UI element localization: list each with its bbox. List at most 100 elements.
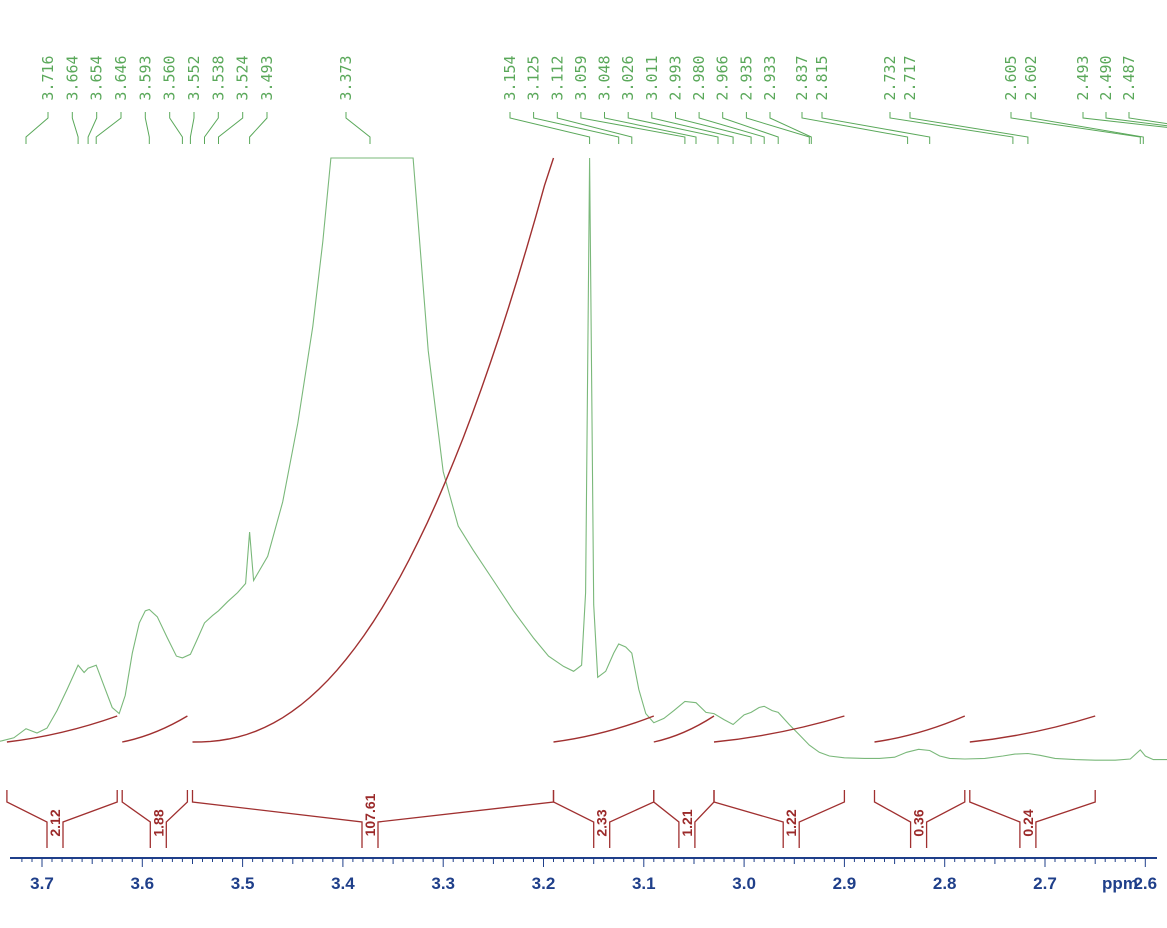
x-tick-label: 3.5: [231, 874, 255, 893]
integral-value: 1.22: [783, 809, 799, 836]
peak-connector: [889, 112, 1014, 144]
peak-connector: [556, 112, 633, 144]
integral-curve: [713, 715, 845, 743]
peak-connector: [509, 112, 591, 144]
peak-connector: [1082, 112, 1167, 128]
x-tick-label: 3.7: [30, 874, 54, 893]
peak-connector: [821, 112, 931, 144]
peak-connector: [675, 112, 752, 144]
integral-value: 1.21: [679, 809, 695, 836]
peak-connector: [1030, 112, 1144, 144]
peak-label: 2.980: [690, 55, 708, 100]
peak-connector: [769, 112, 812, 144]
peak-label: 2.605: [1002, 55, 1020, 100]
peak-connector: [698, 112, 765, 144]
integral-value: 0.36: [911, 809, 927, 836]
peak-connector: [71, 112, 79, 144]
peak-label: 2.935: [737, 55, 755, 100]
peak-connector: [722, 112, 779, 144]
peak-label: 2.717: [901, 55, 919, 100]
peak-label: 2.732: [881, 55, 899, 100]
peak-connector: [604, 112, 697, 144]
tick-labels: 3.7 3.6 3.5 3.4 3.3 3.2 3.1 3.0 2.9 2.8 2.7 2.6: [30, 874, 1157, 893]
peak-connector: [87, 112, 98, 144]
peak-label: 3.125: [525, 55, 543, 100]
integral-value: 0.24: [1020, 809, 1036, 836]
peak-connector: [909, 112, 1029, 144]
minor-ticks: [21, 858, 1146, 867]
peak-connector: [801, 112, 909, 144]
peak-label: 3.154: [501, 55, 519, 100]
integral-curve: [874, 715, 966, 743]
peak-label: 2.933: [761, 55, 779, 100]
peak-label: 3.493: [258, 55, 276, 100]
x-tick-label: 3.4: [331, 874, 355, 893]
integral-value: 2.33: [594, 809, 610, 836]
integral-value: 1.88: [150, 809, 166, 836]
integral-curve: [6, 715, 118, 743]
peak-label: 2.815: [813, 55, 831, 100]
peak-connector: [533, 112, 620, 144]
x-tick-label: 3.2: [532, 874, 556, 893]
x-tick-label: 2.9: [833, 874, 857, 893]
peak-label: 3.112: [548, 55, 566, 100]
x-axis-label: ppm: [1102, 874, 1138, 893]
peak-connector: [651, 112, 734, 144]
peak-connector: [345, 112, 371, 144]
peak-label-group: 3.716 3.664 3.654 3.646 3.593 3.560 3.552 3.538…: [39, 55, 1138, 100]
peak-connector: [249, 112, 268, 144]
peak-connector: [627, 112, 719, 144]
integral-bracket: [121, 790, 189, 848]
peak-connector: [218, 112, 244, 144]
x-axis-group: 3.7 3.6 3.5 3.4 3.3 3.2 3.1 3.0 2.9 2.8 2.7 2.6 ppm: [10, 857, 1157, 893]
peak-label: 3.593: [136, 55, 154, 100]
x-tick-label: 2.8: [933, 874, 957, 893]
peak-label: 3.048: [596, 55, 614, 100]
x-tick-label: 3.3: [431, 874, 455, 893]
integral-curve: [192, 157, 555, 743]
x-tick-label: 2.6: [1133, 874, 1157, 893]
spectrum-group: [0, 157, 1167, 761]
peak-label: 3.664: [63, 55, 81, 100]
peak-connector: [1128, 112, 1167, 125]
peak-label: 3.524: [234, 55, 252, 100]
integral-bracket: [873, 790, 966, 848]
peak-label: 3.373: [337, 55, 355, 100]
peak-label: 3.646: [112, 55, 130, 100]
integral-value: 107.61: [362, 793, 378, 836]
integral-value: 2.12: [47, 809, 63, 836]
integral-bracket: [969, 790, 1096, 848]
integral-curve: [122, 715, 188, 743]
peak-label: 3.654: [88, 55, 106, 100]
peak-connector: [169, 112, 183, 144]
peak-label: 2.493: [1074, 55, 1092, 100]
integral-curve: [969, 715, 1096, 743]
peak-connector: [580, 112, 686, 144]
peak-label: 3.716: [39, 55, 57, 100]
x-tick-label: 3.1: [632, 874, 656, 893]
peak-label: 2.490: [1097, 55, 1115, 100]
peak-label: 3.059: [572, 55, 590, 100]
peak-connector: [25, 112, 49, 144]
peak-connector: [144, 112, 150, 144]
peak-connector-group: [25, 112, 1167, 144]
peak-connector: [1105, 112, 1167, 127]
peak-connector: [1010, 112, 1141, 144]
spectrum-trace: [0, 157, 1167, 761]
peak-label: 2.966: [714, 55, 732, 100]
peak-label: 2.993: [667, 55, 685, 100]
peak-connector: [745, 112, 810, 144]
x-tick-label: 2.7: [1033, 874, 1057, 893]
peak-connector: [189, 112, 195, 144]
peak-label: 3.538: [209, 55, 227, 100]
x-tick-label: 3.6: [130, 874, 154, 893]
peak-label: 2.837: [793, 55, 811, 100]
peak-connector: [204, 112, 219, 144]
integral-group: 2.12 1.88 107.61 2.33 1.21 1.22 0.36 0.24: [6, 157, 1096, 848]
x-tick-label: 3.0: [732, 874, 756, 893]
integral-curve: [653, 715, 715, 743]
peak-label: 3.560: [161, 55, 179, 100]
peak-label: 3.011: [643, 55, 661, 100]
integral-bracket: [713, 790, 846, 848]
